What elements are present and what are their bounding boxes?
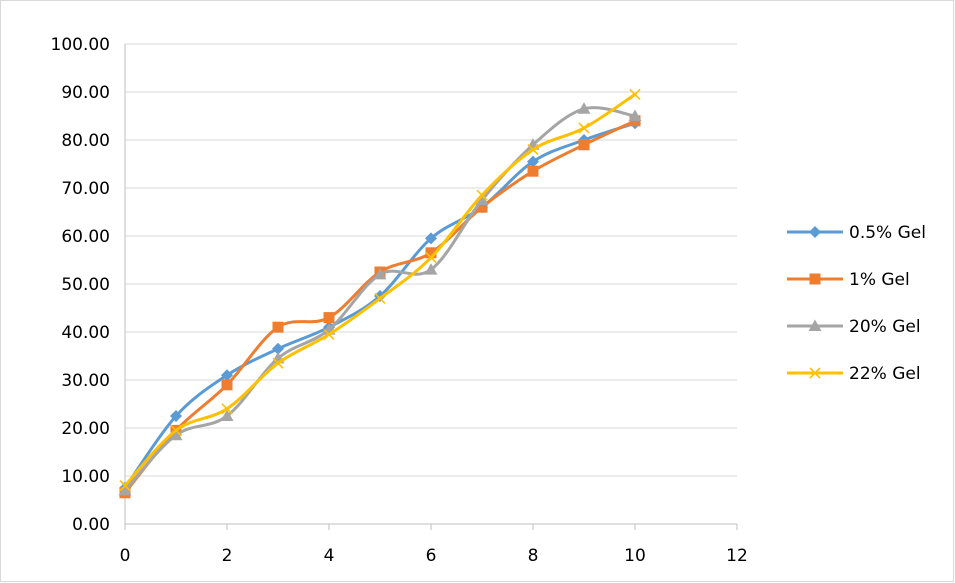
gridlines (125, 43, 737, 477)
data-point (629, 88, 641, 100)
series-1-gel (119, 115, 641, 499)
x-tick-label: 4 (324, 546, 335, 566)
axes (124, 44, 738, 530)
legend-marker-stroke (809, 367, 821, 379)
legend-label: 22% Gel (849, 364, 921, 384)
series-22-gel (119, 88, 641, 492)
legend-label: 1% Gel (849, 270, 910, 290)
legend-label: 20% Gel (849, 317, 921, 337)
data-point (578, 139, 590, 151)
series-0-5-gel (119, 117, 641, 494)
x-tick-label: 6 (426, 546, 437, 566)
legend-entry: 1% Gel (787, 270, 910, 290)
data-point (119, 480, 131, 492)
data-point (170, 410, 182, 422)
data-point-stroke (119, 480, 131, 492)
y-tick-label: 20.00 (61, 419, 110, 439)
data-point (476, 189, 488, 201)
data-point-stroke (374, 292, 386, 304)
y-tick-label: 100.00 (51, 35, 110, 55)
data-point (221, 369, 233, 382)
data-point (272, 357, 284, 369)
legend-entry: 0.5% Gel (787, 223, 926, 243)
data-point (272, 342, 284, 355)
data-point (527, 144, 539, 156)
series-line (123, 119, 637, 495)
data-point-stroke (629, 88, 641, 100)
x-tick-label: 10 (624, 546, 646, 566)
y-tick-label: 70.00 (61, 179, 110, 199)
legend: 0.5% Gel 1% Gel 20% Gel 22% Gel (787, 223, 926, 384)
data-point (476, 201, 488, 213)
data-point (170, 424, 182, 436)
legend-marker (809, 226, 821, 238)
x-tick-label: 12 (726, 546, 748, 566)
data-point (628, 109, 642, 121)
data-point (527, 165, 539, 177)
x-tick-label: 8 (528, 546, 539, 566)
data-point (424, 263, 438, 275)
data-point (221, 379, 233, 391)
data-point-stroke (578, 122, 590, 134)
data-point (578, 122, 590, 134)
legend-label: 0.5% Gel (849, 223, 926, 243)
y-tick-label: 60.00 (61, 227, 110, 247)
series-line (123, 121, 637, 490)
legend-entry: 22% Gel (787, 364, 921, 384)
y-tick-label: 50.00 (61, 275, 110, 295)
data-point (220, 409, 234, 421)
data-point (169, 428, 183, 441)
data-point (374, 292, 386, 304)
data-point (425, 252, 437, 264)
data-point (527, 155, 539, 168)
data-point (373, 267, 387, 280)
data-point (323, 328, 335, 340)
data-point-stroke (221, 403, 233, 415)
data-point (425, 247, 437, 259)
data-point (118, 483, 132, 496)
plot-area (118, 88, 642, 499)
legend-marker (808, 319, 822, 331)
data-point-stroke (527, 144, 539, 156)
legend-marker (809, 367, 821, 379)
legend-marker (809, 273, 821, 285)
data-point (577, 102, 591, 114)
y-tick-label: 40.00 (61, 323, 110, 343)
y-tick-label: 90.00 (61, 83, 110, 103)
data-point-stroke (476, 189, 488, 201)
y-tick-label: 80.00 (61, 131, 110, 151)
tick-labels: 0.00 10.00 20.00 30.00 40.00 50.00 60.00 70.00 8… (51, 35, 748, 566)
y-tick-label: 30.00 (61, 371, 110, 391)
data-point-stroke (170, 424, 182, 436)
data-point (475, 193, 489, 205)
data-point (221, 403, 233, 415)
x-tick-label: 2 (222, 546, 233, 566)
legend-entry: 20% Gel (787, 317, 921, 337)
data-point (323, 312, 335, 324)
y-tick-label: 0.00 (72, 515, 110, 535)
data-point-stroke (323, 328, 335, 340)
data-point-stroke (272, 357, 284, 369)
data-point-stroke (425, 252, 437, 264)
data-point (272, 321, 284, 333)
x-tick-label: 0 (120, 546, 131, 566)
data-point (425, 232, 437, 245)
y-tick-label: 10.00 (61, 467, 110, 487)
